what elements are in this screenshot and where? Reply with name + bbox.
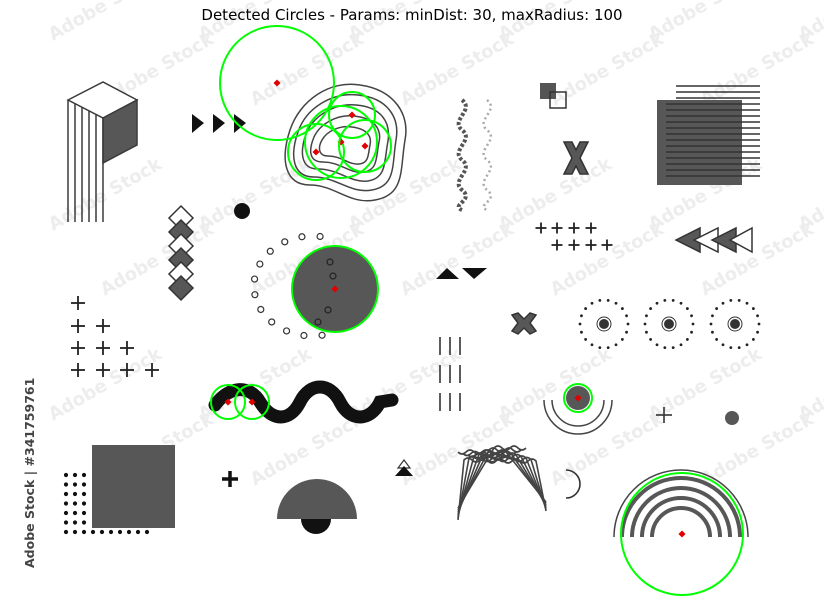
filled-circle-icon (725, 411, 739, 425)
circle-center-marker (361, 142, 369, 150)
plus-grid-icon (535, 222, 613, 251)
circle-center-marker (348, 111, 356, 119)
dot-circle-icon (314, 258, 337, 326)
zigzag-x-icon (457, 445, 547, 521)
arc-icon (565, 469, 581, 499)
detected-circle (563, 383, 593, 413)
x-cross-icon (510, 312, 538, 335)
arrow-triangles-icon (674, 226, 753, 254)
detected-circles-overlay (210, 25, 744, 596)
circle-center-marker (312, 148, 320, 156)
vertical-lines-icon (439, 337, 461, 411)
detected-circle (304, 105, 378, 179)
detected-circle (234, 384, 270, 420)
overlapping-squares-icon (540, 83, 567, 109)
striped-square-icon (657, 85, 760, 185)
detected-circle (219, 25, 335, 141)
dot-grid-icon (63, 445, 175, 535)
rainbow-arcs-icon (613, 469, 749, 538)
detected-circle (210, 384, 246, 420)
circle-center-marker (678, 530, 686, 538)
detected-circle (338, 119, 392, 173)
detected-circle (287, 123, 345, 181)
circle-center-marker (224, 398, 232, 406)
circle-center-marker (331, 285, 339, 293)
circle-center-marker (574, 394, 582, 402)
x-cross-icon (562, 141, 590, 175)
plus-icon (656, 407, 672, 423)
half-circle-icon (277, 479, 357, 534)
stock-credit-label: Adobe Stock | #341759761 (22, 377, 37, 568)
isometric-box-icon (66, 81, 139, 222)
semicircle-ring-icon (543, 399, 613, 435)
detected-circle (328, 91, 376, 139)
dot-circle-icon (250, 232, 326, 340)
wave-line-icon (208, 380, 399, 424)
dna-helix-icon (456, 98, 493, 212)
detected-circle (620, 472, 744, 596)
play-triangles-icon (192, 114, 246, 133)
source-image: Adobe Stock Adobe Stock Adobe Stock Adobe S… (10, 0, 824, 590)
circle-center-marker (273, 79, 281, 87)
filled-circle-icon (234, 203, 250, 219)
circle-center-marker (248, 398, 256, 406)
detected-circle (291, 245, 379, 333)
figure-title: Detected Circles - Params: minDist: 30, … (201, 6, 623, 24)
small-triangle-icon (395, 459, 413, 476)
diamond-stack-icon (167, 204, 195, 302)
triangle-pair-icon (436, 268, 487, 279)
plus-icon (222, 471, 238, 487)
target-dots-icon (578, 298, 761, 350)
plus-grid-icon (71, 296, 159, 377)
